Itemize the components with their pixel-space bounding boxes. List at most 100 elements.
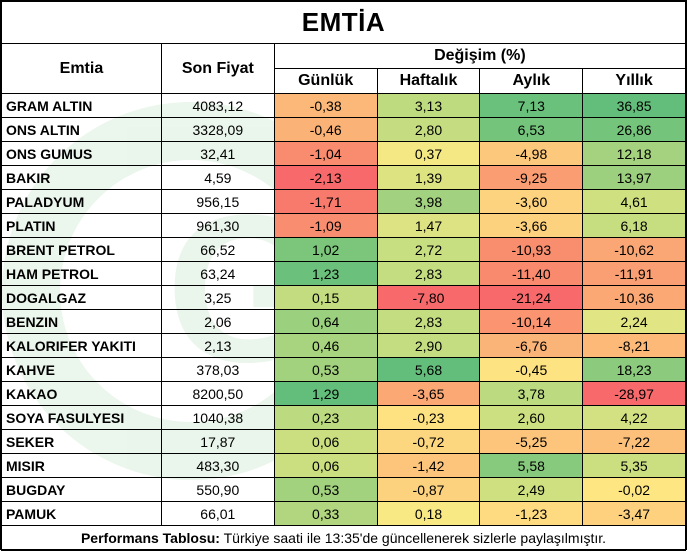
footer-note: Performans Tablosu: Türkiye saati ile 13… [1,525,686,551]
yearly-change-cell: -10,62 [582,237,686,262]
last-price-cell: 1040,38 [160,405,275,430]
monthly-change-cell: 2,60 [479,405,584,430]
commodity-name: KAHVE [1,357,162,382]
commodity-name: BENZIN [1,309,162,334]
table-row: PALADYUM 956,15 -1,71 3,98 -3,60 4,61 [1,189,686,214]
monthly-change-cell: -0,45 [479,357,584,382]
column-header-commodity: Emtia [1,43,162,94]
last-price-cell: 3,25 [160,285,275,310]
daily-change-cell: -2,13 [273,165,378,190]
last-price-cell: 4083,12 [160,93,275,118]
table-row: KALORIFER YAKITI 2,13 0,46 2,90 -6,76 -8,21 [1,333,686,358]
column-header-weekly: Haftalık [376,68,481,94]
monthly-change-cell: -1,23 [479,501,584,526]
table-row: GRAM ALTIN 4083,12 -0,38 3,13 7,13 36,85 [1,93,686,118]
monthly-change-cell: -3,60 [479,189,584,214]
table-row: BENZIN 2,06 0,64 2,83 -10,14 2,24 [1,309,686,334]
last-price-cell: 66,01 [160,501,275,526]
weekly-change-cell: 2,90 [376,333,481,358]
weekly-change-cell: 0,37 [376,141,481,166]
weekly-change-cell: -7,80 [376,285,481,310]
yearly-change-cell: -28,97 [582,381,686,406]
table-row: ONS ALTIN 3328,09 -0,46 2,80 6,53 26,86 [1,117,686,142]
weekly-change-cell: 3,13 [376,93,481,118]
last-price-cell: 961,30 [160,213,275,238]
commodity-name: DOGALGAZ [1,285,162,310]
daily-change-cell: 0,06 [273,429,378,454]
last-price-cell: 550,90 [160,477,275,502]
table-row: PAMUK 66,01 0,33 0,18 -1,23 -3,47 [1,501,686,526]
monthly-change-cell: -5,25 [479,429,584,454]
daily-change-cell: 0,23 [273,405,378,430]
yearly-change-cell: 12,18 [582,141,686,166]
weekly-change-cell: 2,83 [376,309,481,334]
footer-text: Türkiye saati ile 13:35'de güncellenerek… [219,530,607,546]
yearly-change-cell: -11,91 [582,261,686,286]
monthly-change-cell: -9,25 [479,165,584,190]
monthly-change-cell: -6,76 [479,333,584,358]
yearly-change-cell: 4,61 [582,189,686,214]
commodity-name: HAM PETROL [1,261,162,286]
monthly-change-cell: -11,40 [479,261,584,286]
column-header-yearly: Yıllık [582,68,686,94]
table-row: HAM PETROL 63,24 1,23 2,83 -11,40 -11,91 [1,261,686,286]
table-row: DOGALGAZ 3,25 0,15 -7,80 -21,24 -10,36 [1,285,686,310]
yearly-change-cell: 13,97 [582,165,686,190]
monthly-change-cell: -3,66 [479,213,584,238]
commodity-name: SEKER [1,429,162,454]
last-price-cell: 483,30 [160,453,275,478]
table-row: SEKER 17,87 0,06 -0,72 -5,25 -7,22 [1,429,686,454]
commodity-name: PLATIN [1,213,162,238]
page-title: EMTİA [1,1,686,44]
commodity-name: KAKAO [1,381,162,406]
yearly-change-cell: 5,35 [582,453,686,478]
monthly-change-cell: -4,98 [479,141,584,166]
yearly-change-cell: 36,85 [582,93,686,118]
last-price-cell: 32,41 [160,141,275,166]
commodity-name: BAKIR [1,165,162,190]
last-price-cell: 63,24 [160,261,275,286]
weekly-change-cell: 3,98 [376,189,481,214]
footer-label: Performans Tablosu: [80,530,220,546]
table-row: KAKAO 8200,50 1,29 -3,65 3,78 -28,97 [1,381,686,406]
yearly-change-cell: -10,36 [582,285,686,310]
daily-change-cell: -1,71 [273,189,378,214]
yearly-change-cell: -0,02 [582,477,686,502]
weekly-change-cell: 2,83 [376,261,481,286]
commodity-name: PAMUK [1,501,162,526]
daily-change-cell: 0,64 [273,309,378,334]
daily-change-cell: 0,15 [273,285,378,310]
weekly-change-cell: 1,47 [376,213,481,238]
yearly-change-cell: 4,22 [582,405,686,430]
weekly-change-cell: 5,68 [376,357,481,382]
yearly-change-cell: 2,24 [582,309,686,334]
commodity-name: BUGDAY [1,477,162,502]
monthly-change-cell: -10,14 [479,309,584,334]
yearly-change-cell: -7,22 [582,429,686,454]
monthly-change-cell: -21,24 [479,285,584,310]
commodity-name: ONS GUMUS [1,141,162,166]
commodity-name: BRENT PETROL [1,237,162,262]
last-price-cell: 17,87 [160,429,275,454]
commodity-name: PALADYUM [1,189,162,214]
table-row: KAHVE 378,03 0,53 5,68 -0,45 18,23 [1,357,686,382]
monthly-change-cell: 2,49 [479,477,584,502]
weekly-change-cell: 0,18 [376,501,481,526]
last-price-cell: 2,06 [160,309,275,334]
monthly-change-cell: 6,53 [479,117,584,142]
commodity-name: GRAM ALTIN [1,93,162,118]
daily-change-cell: 1,02 [273,237,378,262]
weekly-change-cell: -3,65 [376,381,481,406]
daily-change-cell: 0,33 [273,501,378,526]
daily-change-cell: 1,29 [273,381,378,406]
daily-change-cell: 0,06 [273,453,378,478]
table-row: BAKIR 4,59 -2,13 1,39 -9,25 13,97 [1,165,686,190]
daily-change-cell: 0,53 [273,357,378,382]
daily-change-cell: 0,53 [273,477,378,502]
daily-change-cell: -1,04 [273,141,378,166]
yearly-change-cell: -3,47 [582,501,686,526]
commodity-name: KALORIFER YAKITI [1,333,162,358]
yearly-change-cell: 18,23 [582,357,686,382]
weekly-change-cell: 1,39 [376,165,481,190]
